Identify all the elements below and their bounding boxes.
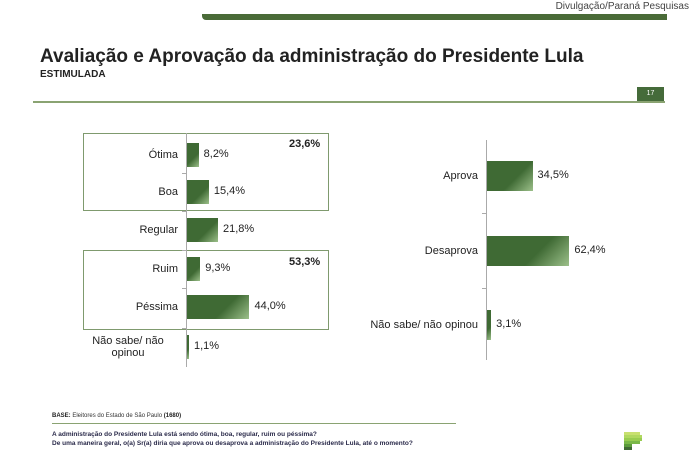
category-label-otima: Ótima	[148, 149, 178, 161]
base-label: BASE:	[52, 413, 71, 419]
category-label-nao-sabe-nao-opinou: Não sabe/ não opinou	[92, 335, 164, 359]
value-label-aprova: 34,5%	[537, 169, 569, 181]
bar-regular	[187, 218, 218, 242]
value-label-boa: 15,4%	[213, 185, 246, 197]
category-label-nao-sabe-nao-opinou: Não sabe/ não opinou	[370, 319, 478, 331]
axis-tick	[182, 211, 186, 212]
header-divider	[33, 101, 665, 103]
positive-group-box	[83, 133, 329, 211]
parana-pesquisas-logo-icon	[624, 432, 646, 454]
question-2: De uma maneira geral, o(a) Sr(a) diria q…	[52, 440, 413, 447]
evaluation-chart: 23,6% 53,3% Ótima 8,2% Boa 15,4% Regular 21,8…	[0, 0, 350, 400]
photo-credit: Divulgação/Paraná Pesquisas	[555, 1, 689, 12]
slide-title: Avaliação e Aprovação da administração d…	[40, 46, 584, 67]
positive-group-total: 23,6%	[289, 138, 321, 150]
category-label-regular: Regular	[139, 224, 178, 236]
value-label-nao-sabe-nao-opinou: 1,1%	[194, 340, 220, 352]
top-decorative-band	[202, 14, 667, 20]
value-label-regular: 21,8%	[222, 223, 255, 235]
bar-desaprova	[487, 236, 570, 266]
axis-tick	[182, 173, 186, 174]
axis-tick	[482, 213, 486, 214]
footer-divider	[52, 423, 456, 424]
category-label-desaprova: Desaprova	[424, 245, 478, 257]
question-1: A administração do Presidente Lula está …	[52, 431, 317, 438]
right-chart-axis	[486, 140, 487, 360]
value-label-ruim: 9,3%	[205, 262, 231, 274]
bar-nao-sabe-nao-opinou	[187, 335, 189, 359]
bar-nao-sabe-nao-opinou	[487, 310, 492, 340]
bar-pessima	[187, 295, 250, 319]
axis-tick	[182, 250, 186, 251]
value-label-otima: 8,2%	[203, 148, 229, 160]
negative-group-box	[83, 250, 329, 330]
category-label-ruim: Ruim	[152, 263, 178, 275]
page-number-badge: 17	[637, 87, 664, 101]
category-label-aprova: Aprova	[443, 170, 478, 182]
category-label-boa: Boa	[158, 186, 178, 198]
bar-aprova	[487, 161, 533, 191]
base-text: Eleitores do Estado de São Paulo	[72, 413, 163, 419]
bar-boa	[187, 180, 209, 204]
left-chart-axis	[186, 133, 187, 367]
base-note: BASE: Eleitores do Estado de São Paulo (…	[52, 413, 181, 419]
value-label-nao-sabe-nao-opinou: 3,1%	[496, 318, 522, 330]
axis-tick	[182, 288, 186, 289]
axis-tick	[482, 288, 486, 289]
value-label-desaprova: 62,4%	[574, 244, 606, 256]
negative-group-total: 53,3%	[289, 256, 321, 268]
value-label-pessima: 44,0%	[254, 300, 286, 312]
category-label-pessima: Péssima	[135, 301, 178, 313]
axis-tick	[182, 328, 186, 329]
approval-chart: Aprova 34,5% Desaprova 62,4% Não sabe/ não o…	[370, 140, 606, 360]
base-n: (1680)	[163, 413, 182, 419]
bar-otima	[187, 143, 199, 167]
bar-ruim	[187, 257, 201, 281]
slide-subtitle: ESTIMULADA	[40, 69, 106, 80]
